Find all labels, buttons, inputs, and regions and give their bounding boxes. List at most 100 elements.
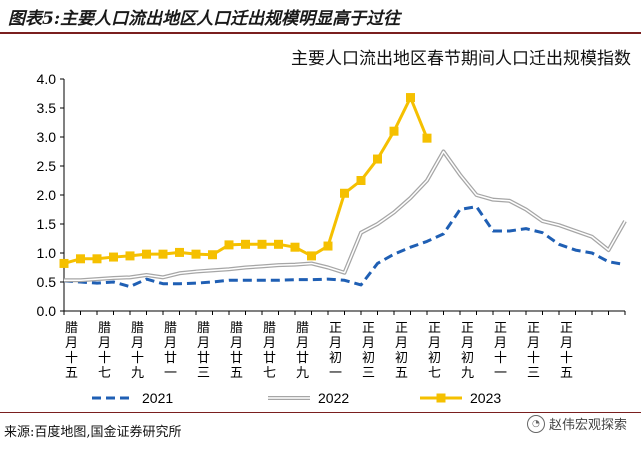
series-line-2021 xyxy=(63,205,626,289)
data-point-2023 xyxy=(109,252,118,262)
data-point-2023 xyxy=(422,133,432,143)
series-2022 xyxy=(64,149,627,283)
x-tick-label: 七 xyxy=(428,366,441,381)
x-tick-label: 月 xyxy=(230,336,243,351)
x-tick-label: 一 xyxy=(164,366,177,381)
y-tick-label: 0.5 xyxy=(37,274,57,290)
x-tick-label: 廿 xyxy=(230,351,243,366)
x-tick-label: 十 xyxy=(527,351,540,366)
data-point-2023 xyxy=(290,242,300,252)
x-tick-label: 十 xyxy=(65,351,78,366)
x-tick-label: 月 xyxy=(395,336,408,351)
x-tick-label: 五 xyxy=(395,366,408,381)
chart-legend: 2021 2022 2023 xyxy=(92,390,501,406)
legend-item-2023: 2023 xyxy=(420,390,501,406)
x-tick-label: 初 xyxy=(428,351,441,366)
data-point-2023 xyxy=(125,251,135,261)
legend-item-2022: 2022 xyxy=(268,390,349,406)
data-point-2023 xyxy=(406,93,415,103)
x-tick-label: 初 xyxy=(362,351,375,366)
x-tick-label: 三 xyxy=(197,366,210,381)
x-tick-label: 廿 xyxy=(296,351,309,366)
data-point-2023 xyxy=(307,251,316,261)
x-tick-label: 三 xyxy=(362,366,375,381)
series-2023 xyxy=(59,93,432,268)
x-tick-label: 七 xyxy=(98,366,111,381)
x-tick-label: 正 xyxy=(428,321,441,336)
x-tick-label: 十 xyxy=(494,351,507,366)
x-tick-label: 月 xyxy=(560,336,573,351)
x-tick-label: 月 xyxy=(197,336,210,351)
data-point-2023 xyxy=(356,176,366,185)
x-tick-label: 腊 xyxy=(65,321,78,336)
x-tick-label: 正 xyxy=(527,321,540,336)
data-point-2023 xyxy=(257,239,267,249)
x-tick-label: 正 xyxy=(494,321,507,336)
plot-area xyxy=(59,93,627,289)
data-point-2023 xyxy=(274,239,283,249)
x-tick-label: 腊 xyxy=(197,321,210,336)
x-tick-label: 月 xyxy=(329,336,342,351)
x-tick-label: 一 xyxy=(329,366,342,381)
x-tick-label: 月 xyxy=(494,336,507,351)
x-tick-label: 三 xyxy=(527,366,540,381)
x-tick-label: 正 xyxy=(395,321,408,336)
data-point-2023 xyxy=(92,254,102,264)
x-tick-label: 月 xyxy=(65,336,78,351)
series-line-inner-2022 xyxy=(64,150,626,282)
x-tick-label: 十 xyxy=(98,351,111,366)
series-2021 xyxy=(63,205,626,289)
data-point-2023 xyxy=(373,154,382,164)
x-tick-label: 月 xyxy=(98,336,111,351)
source-divider xyxy=(0,412,641,413)
y-tick-label: 2.0 xyxy=(37,187,57,203)
y-tick-label: 1.5 xyxy=(37,216,57,232)
y-tick-label: 4.0 xyxy=(37,71,57,87)
watermark-label: 赵伟宏观探索 xyxy=(548,418,627,433)
x-tick-label: 廿 xyxy=(164,351,177,366)
data-point-2023 xyxy=(158,249,168,259)
x-tick-label: 七 xyxy=(263,366,276,381)
x-tick-label: 九 xyxy=(461,366,474,381)
data-point-2023 xyxy=(224,240,234,250)
x-tick-label: 十 xyxy=(560,351,573,366)
x-tick-label: 正 xyxy=(362,321,375,336)
data-point-2023 xyxy=(142,249,151,259)
data-point-2023 xyxy=(76,254,85,264)
figure-title: 图表5:主要人口流出地区人口迁出规模明显高于过往 xyxy=(8,9,401,29)
x-tick-label: 月 xyxy=(362,336,375,351)
x-tick-label: 月 xyxy=(296,336,309,351)
x-tick-label: 九 xyxy=(296,366,309,381)
x-tick-label: 初 xyxy=(395,351,408,366)
data-point-2023 xyxy=(340,188,349,198)
x-tick-label: 正 xyxy=(560,321,573,336)
x-tick-label: 月 xyxy=(131,336,144,351)
x-tick-label: 腊 xyxy=(230,321,243,336)
x-tick-label: 初 xyxy=(329,351,342,366)
series-line-2023 xyxy=(63,96,429,265)
x-tick-label: 正 xyxy=(329,321,342,336)
watermark: ◔ 赵伟宏观探索 xyxy=(526,414,627,433)
y-tick-label: 1.0 xyxy=(37,245,57,261)
x-tick-label: 月 xyxy=(164,336,177,351)
legend-marker-2023 xyxy=(436,393,446,403)
source-note: 来源:百度地图,国金证券研究所 xyxy=(4,425,182,440)
x-tick-label: 腊 xyxy=(131,321,144,336)
x-tick-label: 五 xyxy=(65,366,78,381)
legend-item-2021: 2021 xyxy=(92,390,173,406)
data-point-2023 xyxy=(241,239,250,249)
x-tick-label: 廿 xyxy=(197,351,210,366)
chart-title: 主要人口流出地区春节期间人口迁出规模指数 xyxy=(291,49,631,69)
legend-label-2021: 2021 xyxy=(142,390,173,406)
data-point-2023 xyxy=(191,249,201,259)
x-tick-label: 五 xyxy=(560,366,573,381)
series-line-2022 xyxy=(64,149,627,283)
x-tick-label: 月 xyxy=(527,336,540,351)
y-tick-label: 3.5 xyxy=(37,100,57,116)
data-point-2023 xyxy=(59,258,69,268)
x-tick-label: 腊 xyxy=(296,321,309,336)
x-tick-label: 九 xyxy=(131,366,144,381)
x-tick-label: 腊 xyxy=(164,321,177,336)
